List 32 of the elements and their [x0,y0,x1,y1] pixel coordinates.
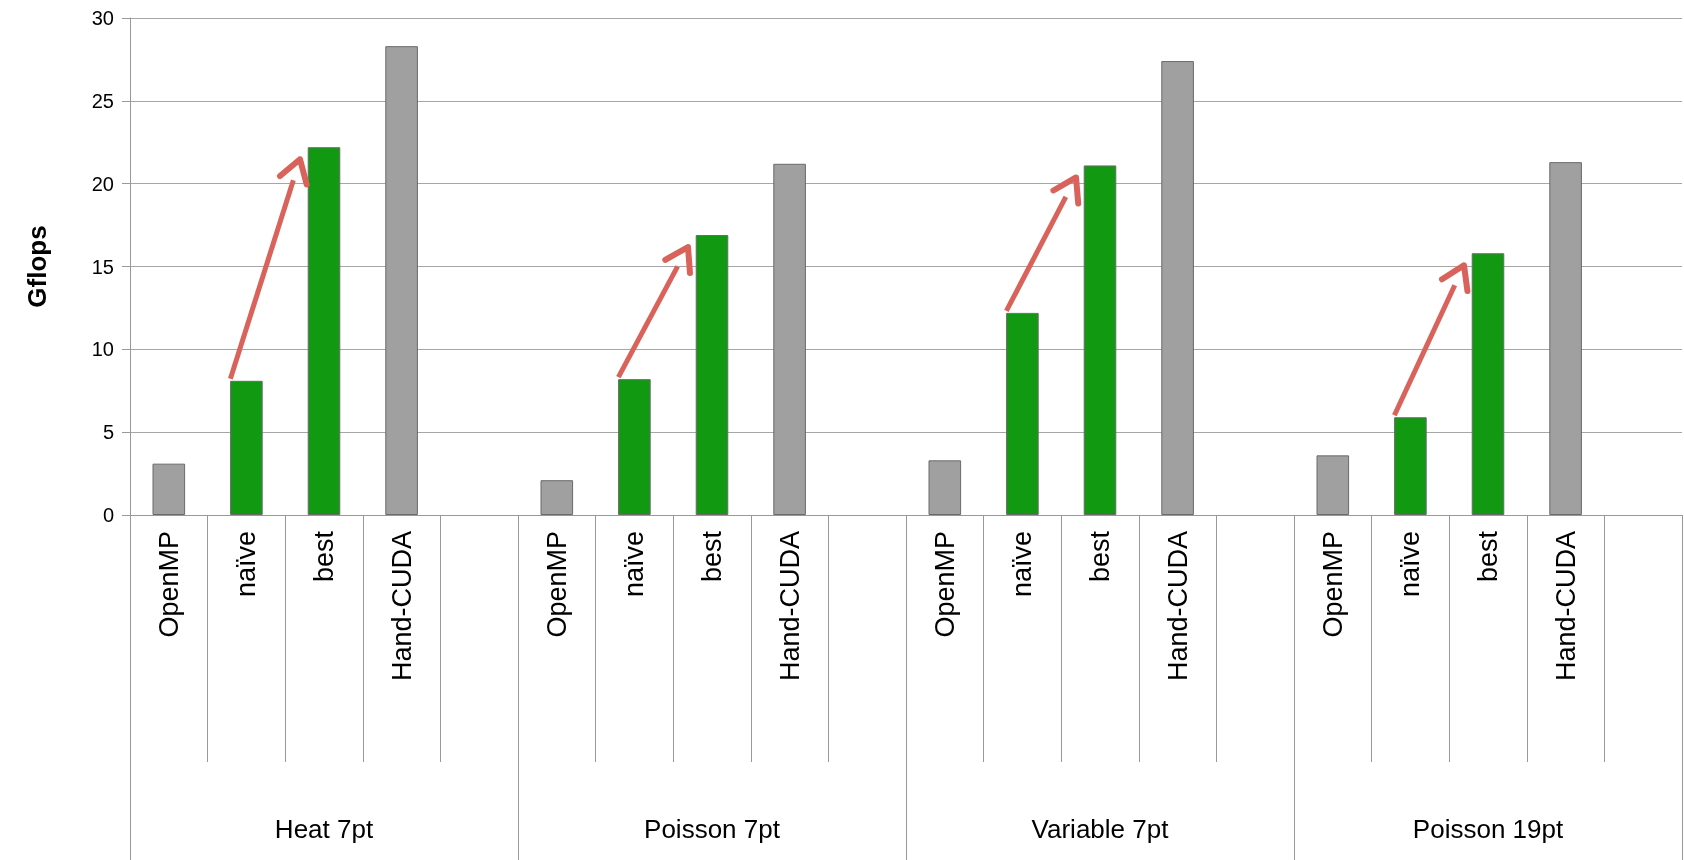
bar [1083,165,1117,515]
x-tick-label: naïve [619,531,650,598]
x-tick-label: best [1085,530,1115,583]
y-tick-label: 0 [102,504,114,526]
x-tick-label: OpenMP [1317,531,1348,638]
x-tick-label: OpenMP [153,531,184,638]
x-tick-label: Hand-CUDA [1162,531,1193,682]
y-tick-label: 30 [91,7,114,29]
x-tick-label: best [1473,530,1503,583]
y-tick-label: 10 [91,338,114,361]
y-tick-label: 25 [91,89,114,112]
x-tick-label: best [697,530,727,583]
x-tick-label: best [309,530,339,583]
text: Poisson 19pt [1412,814,1564,844]
x-tick-label: Hand-CUDA [774,531,805,682]
x-tick-label: Hand-CUDA [1550,531,1581,682]
y-tick-label: 15 [91,255,114,278]
bar [695,235,729,515]
x-tick-label: Hand-CUDA [386,531,417,682]
y-tick-label: 5 [102,421,114,444]
x-tick-label: naïve [1395,531,1426,598]
text: Poisson 7pt [644,814,781,844]
bar [307,147,341,515]
x-tick-label: OpenMP [929,531,960,638]
x-tick-label: OpenMP [541,531,572,638]
text: Variable 7pt [1031,814,1170,844]
text: Heat 7pt [274,814,374,844]
bar [1471,253,1505,515]
y-tick-label: 20 [91,172,114,195]
y-axis-title: Gflops [22,225,52,308]
x-tick-label: naïve [1007,531,1038,598]
x-tick-label: naïve [231,531,262,598]
